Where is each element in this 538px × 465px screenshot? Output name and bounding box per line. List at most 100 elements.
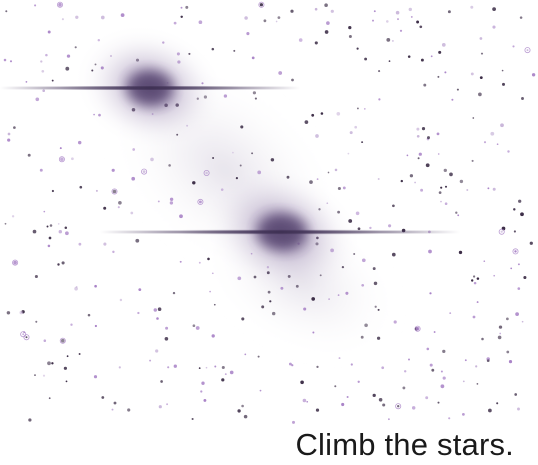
star-dot — [51, 362, 54, 365]
star-dot — [407, 55, 411, 58]
star-dot — [7, 138, 11, 142]
star-dot — [429, 292, 432, 295]
star-dot — [436, 132, 440, 136]
star-dot — [496, 143, 499, 146]
star-dot — [303, 307, 307, 311]
star-dot — [41, 69, 45, 73]
star-dot — [515, 312, 519, 316]
star-dot — [79, 185, 83, 189]
star-dot — [441, 43, 446, 47]
star-dot — [179, 260, 182, 263]
star-dot — [237, 409, 241, 413]
star-dot — [425, 396, 429, 400]
star-dot — [198, 367, 201, 369]
star-dot — [514, 250, 517, 253]
star-dot — [459, 179, 464, 184]
star-dot — [167, 366, 170, 369]
star-dot — [47, 30, 51, 34]
star-dot — [66, 355, 69, 358]
star-dot — [475, 365, 478, 368]
star-dot — [243, 414, 248, 419]
star-dot — [6, 311, 11, 315]
star-dot — [224, 373, 227, 375]
star-dot — [111, 408, 114, 411]
star-dot — [130, 211, 134, 215]
star-dot — [378, 98, 381, 101]
star-ring — [512, 248, 519, 255]
star-dot — [427, 136, 430, 140]
star-dot — [334, 168, 338, 172]
star-dot — [428, 249, 432, 254]
star-dot — [378, 398, 383, 402]
star-dot — [314, 7, 318, 11]
star-dot — [497, 335, 502, 340]
star-dot — [415, 327, 420, 331]
star-dot — [111, 168, 115, 172]
star-dot — [421, 127, 426, 131]
star-dot — [416, 127, 420, 131]
star-dot — [397, 18, 399, 21]
star-dot — [388, 418, 390, 421]
star-dot — [324, 3, 328, 7]
star-dot — [399, 29, 403, 32]
star-dot — [292, 420, 295, 424]
star-dot — [479, 76, 483, 80]
star-dot — [395, 10, 400, 15]
star-dot — [61, 18, 64, 21]
star-dot — [205, 366, 208, 369]
star-dot — [372, 267, 376, 271]
star-dot — [132, 148, 136, 151]
star-dot — [179, 214, 183, 219]
star-dot — [42, 374, 46, 377]
star-dot — [42, 89, 46, 93]
star-dot — [376, 336, 381, 340]
star-dot — [486, 359, 490, 363]
star-dot — [440, 384, 445, 389]
star-dot — [48, 397, 51, 400]
star-dot — [13, 260, 17, 265]
star-dot — [57, 223, 60, 225]
star-dot — [470, 72, 474, 76]
star-dot — [449, 172, 453, 177]
star-dot — [410, 15, 413, 18]
star-ring — [23, 334, 30, 341]
star-dot — [425, 163, 430, 168]
star-dot — [211, 334, 215, 338]
star-dot — [500, 230, 503, 233]
star-dot — [437, 401, 440, 404]
star-dot — [270, 158, 275, 162]
star-dot — [87, 313, 91, 317]
star-dot — [43, 339, 47, 342]
star-dot — [59, 147, 62, 150]
star-dot — [479, 37, 483, 40]
star-dot — [426, 347, 430, 351]
star-dot — [393, 320, 397, 324]
star-dot — [507, 150, 510, 153]
star-dot — [347, 152, 350, 155]
star-dot — [164, 337, 169, 341]
star-dot — [212, 157, 215, 159]
star-dot — [520, 212, 524, 217]
star-dot — [314, 41, 318, 45]
star-dot — [490, 131, 495, 136]
star-dot — [433, 331, 436, 333]
star-dot — [416, 20, 420, 24]
star-dot — [127, 408, 131, 412]
star-dot — [47, 244, 51, 248]
star-dot — [391, 39, 394, 42]
star-dot — [487, 187, 490, 190]
star-dot — [48, 236, 52, 240]
star-dot — [244, 353, 247, 356]
star-dot — [101, 396, 105, 399]
star-dot — [46, 225, 49, 228]
star-dot — [480, 52, 484, 55]
star-dot — [241, 317, 245, 321]
star-dot — [77, 140, 82, 145]
star-dot — [492, 7, 496, 11]
star-dot — [508, 360, 513, 364]
star-dot — [356, 47, 359, 50]
star-dot — [165, 326, 169, 330]
star-dot — [531, 73, 536, 77]
star-dot — [444, 71, 447, 74]
star-dot — [404, 370, 407, 373]
